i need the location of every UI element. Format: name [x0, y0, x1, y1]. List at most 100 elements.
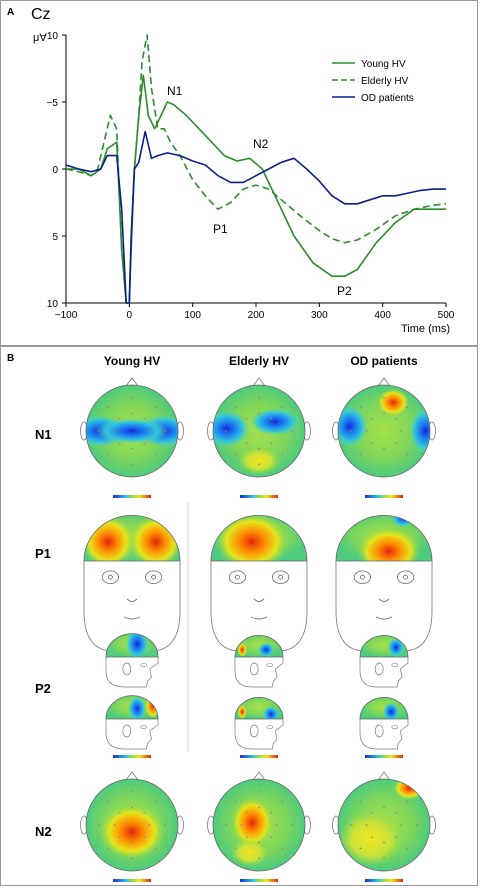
- electrode-dot: [349, 430, 352, 432]
- electrode-dot: [365, 430, 368, 432]
- eye-outline: [353, 570, 371, 584]
- electrode-dot: [270, 811, 273, 814]
- y-tick-label: 10: [47, 299, 59, 310]
- electrode-dot: [245, 417, 248, 420]
- electrode-dot: [370, 836, 373, 839]
- scalp-outline: [105, 633, 159, 658]
- electrode-dot: [416, 430, 419, 432]
- electrode-dot: [258, 806, 260, 809]
- electrode-dot: [258, 790, 260, 793]
- ear-outline: [374, 724, 384, 738]
- row-label-n2: N2: [35, 824, 52, 839]
- row-label-n1: N1: [35, 427, 52, 442]
- profile-outline: [234, 657, 284, 688]
- electrode-dot: [224, 824, 227, 826]
- column-header-elderly: Elderly HV: [229, 354, 289, 368]
- red-region: [84, 515, 135, 561]
- eye-pupil: [278, 574, 284, 580]
- blue-region: [382, 702, 400, 719]
- electrode-dot: [107, 453, 110, 456]
- electrode-dot: [118, 442, 121, 445]
- electrode-dot: [281, 847, 284, 850]
- scalp-outline: [105, 695, 159, 720]
- mouth-outline: [123, 616, 141, 620]
- profile-outline: [234, 719, 284, 750]
- electrode-dot: [270, 417, 273, 420]
- ear-outline: [374, 662, 384, 676]
- panel-b-label: B: [7, 353, 14, 364]
- blue-region: [409, 408, 430, 454]
- scalp-outline: [85, 778, 179, 872]
- electrode-dot: [131, 790, 133, 793]
- x-tick-label: −100: [55, 310, 78, 321]
- y-tick-label: −5: [47, 98, 59, 109]
- electrode-dot: [270, 442, 273, 445]
- color-scale-bar: [240, 755, 278, 758]
- nose-outline: [126, 598, 138, 602]
- electrode-dot: [383, 463, 385, 466]
- panel-a: A Cz μV Time (ms) −10 −5 0 5 10 −100 0 100 200 30…: [0, 0, 478, 346]
- electrode-dot: [113, 430, 116, 432]
- topomap-n1-od: [332, 377, 436, 478]
- colorbar-n2-1: [113, 879, 151, 882]
- electrode-dot: [131, 463, 133, 466]
- electrode-dot: [258, 412, 260, 415]
- electrode-dot: [258, 396, 260, 399]
- blue-region: [213, 410, 250, 448]
- colorbar-n2-2: [240, 879, 278, 882]
- electrode-dot: [148, 430, 151, 432]
- electrode-dot: [258, 463, 260, 466]
- electrode-dot: [107, 847, 110, 850]
- electrode-dot: [131, 841, 133, 844]
- eye-outline: [272, 570, 290, 584]
- electrode-dot: [395, 417, 398, 420]
- electrode-dot: [234, 453, 237, 456]
- scalp-outline: [212, 384, 306, 478]
- topomap-p2-young-left: [105, 633, 159, 688]
- x-tick-label: 0: [127, 310, 133, 321]
- scalp-outline: [212, 778, 306, 872]
- blue-region: [387, 637, 405, 657]
- scalp-map: [211, 515, 307, 561]
- electrode-dot: [234, 847, 237, 850]
- electrode-dot: [131, 806, 133, 809]
- electrode-dot: [245, 811, 248, 814]
- nose-outline: [252, 377, 266, 387]
- electrode-dot: [164, 430, 167, 432]
- scalp-map: [336, 515, 432, 561]
- electrode-dot: [291, 824, 294, 826]
- electrode-dot: [131, 447, 133, 450]
- colorbar-n1-3: [365, 495, 403, 498]
- scalp-outline: [337, 778, 431, 872]
- blue-region: [125, 633, 149, 657]
- electrode-dot: [107, 406, 110, 409]
- electrode-dot: [291, 430, 294, 432]
- topomap-n2-elderly: [207, 771, 311, 872]
- electrode-dot: [365, 824, 368, 826]
- series-line-3: [65, 130, 446, 304]
- topomap-p1-elderly: [210, 515, 308, 562]
- scalp-map: [106, 695, 158, 719]
- eye-pupil: [359, 574, 365, 580]
- mouth-outline: [375, 616, 393, 620]
- erp-chart: A Cz μV Time (ms) −10 −5 0 5 10−100 0 100 200 30…: [7, 6, 455, 335]
- row-label-p1: P1: [35, 546, 51, 561]
- ear-outline: [249, 662, 259, 676]
- scalp-map: [235, 635, 283, 657]
- electrode-dot: [406, 847, 409, 850]
- electrode-dot: [131, 857, 133, 860]
- red-region: [237, 642, 247, 657]
- electrode-dot: [400, 430, 403, 432]
- topomap-p2-elderly-right: [234, 697, 284, 750]
- x-tick-label: 200: [248, 310, 265, 321]
- color-scale-bar: [240, 495, 278, 498]
- column-header-young: Young HV: [104, 354, 160, 368]
- eye-outline: [391, 725, 399, 729]
- electrode-dot: [258, 841, 260, 844]
- red-region: [237, 704, 247, 719]
- legend-label-2: Elderly HV: [361, 76, 409, 87]
- electrode-dot: [118, 417, 121, 420]
- eye-outline: [140, 725, 147, 729]
- electrode-dot: [406, 453, 409, 456]
- blue-region: [391, 515, 416, 528]
